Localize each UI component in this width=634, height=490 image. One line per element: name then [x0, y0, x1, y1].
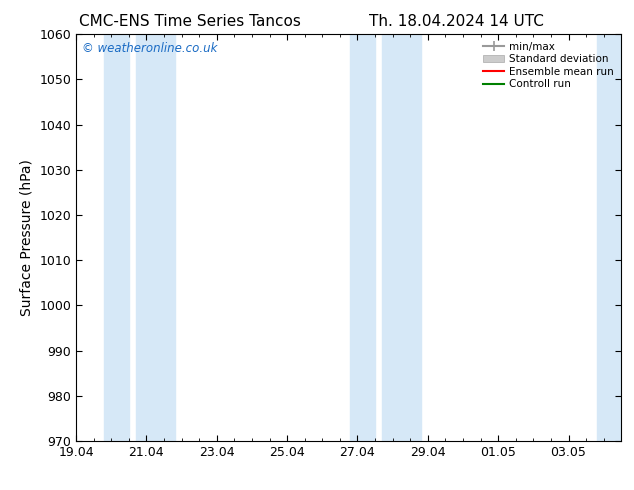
Legend: min/max, Standard deviation, Ensemble mean run, Controll run: min/max, Standard deviation, Ensemble me… — [481, 40, 616, 92]
Y-axis label: Surface Pressure (hPa): Surface Pressure (hPa) — [20, 159, 34, 316]
Bar — [351, 34, 375, 441]
Bar — [104, 34, 129, 441]
Bar — [597, 34, 621, 441]
Text: Th. 18.04.2024 14 UTC: Th. 18.04.2024 14 UTC — [369, 14, 544, 29]
Text: © weatheronline.co.uk: © weatheronline.co.uk — [82, 43, 217, 55]
Bar — [382, 34, 421, 441]
Text: CMC-ENS Time Series Tancos: CMC-ENS Time Series Tancos — [79, 14, 301, 29]
Bar — [136, 34, 174, 441]
